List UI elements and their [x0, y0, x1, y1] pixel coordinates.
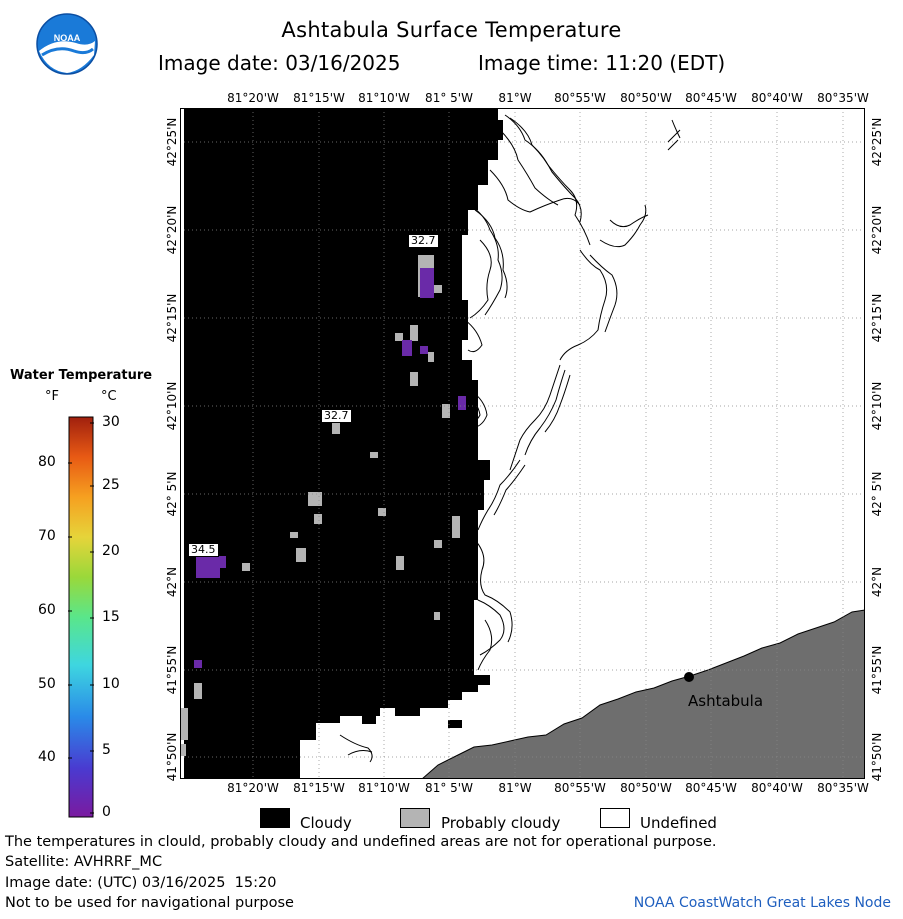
lon-label-bottom: 81°15'W: [293, 781, 345, 795]
cloudy-key-label: Cloudy: [300, 814, 352, 832]
legend-unit-f: °F: [45, 389, 59, 404]
lat-label-left: 42°25'N: [165, 117, 179, 167]
legend-tick-c: 15: [102, 609, 120, 625]
lat-label-left: 42° 5'N: [165, 471, 179, 517]
city-label: Ashtabula: [688, 692, 764, 710]
contour-lines: [339, 114, 681, 763]
lon-label-bottom: 81° 5'W: [425, 781, 473, 795]
noaa-logo: NOAA: [36, 13, 98, 75]
sst-map[interactable]: [180, 108, 865, 779]
lon-label-top: 80°35'W: [817, 91, 869, 105]
lon-label-bottom: 81°W: [498, 781, 532, 795]
legend-tick-f: 80: [38, 454, 56, 470]
legend-tick-c: 5: [102, 742, 111, 758]
utc-date-text: Image date: (UTC) 03/16/2025 15:20: [5, 875, 277, 891]
lat-label-right: 42°25'N: [870, 117, 884, 167]
legend-tick-c: 0: [102, 804, 111, 820]
lon-label-bottom: 80°35'W: [817, 781, 869, 795]
legend-title: Water Temperature: [10, 368, 153, 383]
lat-label-right: 42°10'N: [870, 381, 884, 431]
legend-tick-c: 10: [102, 676, 120, 692]
sst-value-label: 32.7: [408, 234, 439, 248]
sst-value-label: 34.5: [188, 543, 219, 557]
color-scale-bar: [68, 416, 94, 818]
probably-cloudy-key-label: Probably cloudy: [441, 814, 561, 832]
lat-label-left: 41°50'N: [165, 732, 179, 782]
legend-tick-f: 60: [38, 602, 56, 618]
legend-tick-c: 30: [102, 414, 120, 430]
ashtabula-marker: [684, 672, 694, 682]
legend-unit-c: °C: [101, 389, 117, 404]
lat-label-right: 42°15'N: [870, 293, 884, 343]
lon-label-bottom: 80°40'W: [751, 781, 803, 795]
lon-label-top: 81°10'W: [358, 91, 410, 105]
lon-label-top: 80°45'W: [685, 91, 737, 105]
satellite-text: Satellite: AVHRRF_MC: [5, 854, 163, 870]
lat-label-left: 42°N: [165, 566, 179, 598]
image-time: Image time: 11:20 (EDT): [478, 51, 726, 75]
lon-label-top: 81°20'W: [227, 91, 279, 105]
legend-tick-c: 25: [102, 477, 120, 493]
lon-label-top: 81°W: [498, 91, 532, 105]
cloudy-swatch: [260, 808, 290, 828]
lon-label-top: 81° 5'W: [425, 91, 473, 105]
disclaimer-text: The temperatures in clould, probably clo…: [5, 834, 717, 850]
legend-tick-f: 40: [38, 749, 56, 765]
legend-tick-f: 70: [38, 528, 56, 544]
sst-value-label: 32.7: [321, 409, 352, 423]
lon-label-top: 80°55'W: [554, 91, 606, 105]
land-area: [421, 609, 865, 779]
water-temperature-pixels: [194, 268, 466, 668]
image-date: Image date: 03/16/2025: [158, 51, 401, 75]
lat-label-right: 42° 5'N: [870, 471, 884, 517]
probably-cloudy-swatch: [400, 808, 430, 828]
lat-label-right: 42°N: [870, 566, 884, 598]
lat-label-left: 42°15'N: [165, 293, 179, 343]
lon-label-bottom: 80°50'W: [620, 781, 672, 795]
legend-tick-c: 20: [102, 543, 120, 559]
lon-label-top: 81°15'W: [293, 91, 345, 105]
lon-label-top: 80°50'W: [620, 91, 672, 105]
lon-label-bottom: 81°20'W: [227, 781, 279, 795]
lat-label-left: 41°55'N: [165, 645, 179, 695]
lat-label-right: 41°55'N: [870, 645, 884, 695]
undefined-swatch: [600, 808, 630, 828]
lon-label-bottom: 80°45'W: [685, 781, 737, 795]
lon-label-top: 80°40'W: [751, 91, 803, 105]
credit-text: NOAA CoastWatch Great Lakes Node: [633, 895, 891, 911]
svg-text:NOAA: NOAA: [54, 33, 81, 43]
lat-label-left: 42°10'N: [165, 381, 179, 431]
navigation-warning-text: Not to be used for navigational purpose: [5, 895, 294, 911]
lon-label-bottom: 81°10'W: [358, 781, 410, 795]
undefined-key-label: Undefined: [640, 814, 717, 832]
lon-label-bottom: 80°55'W: [554, 781, 606, 795]
map-title: Ashtabula Surface Temperature: [281, 18, 622, 42]
lat-label-right: 41°50'N: [870, 732, 884, 782]
legend-tick-f: 50: [38, 676, 56, 692]
lat-label-right: 42°20'N: [870, 205, 884, 255]
lat-label-left: 42°20'N: [165, 205, 179, 255]
cloud-area: [184, 108, 503, 779]
